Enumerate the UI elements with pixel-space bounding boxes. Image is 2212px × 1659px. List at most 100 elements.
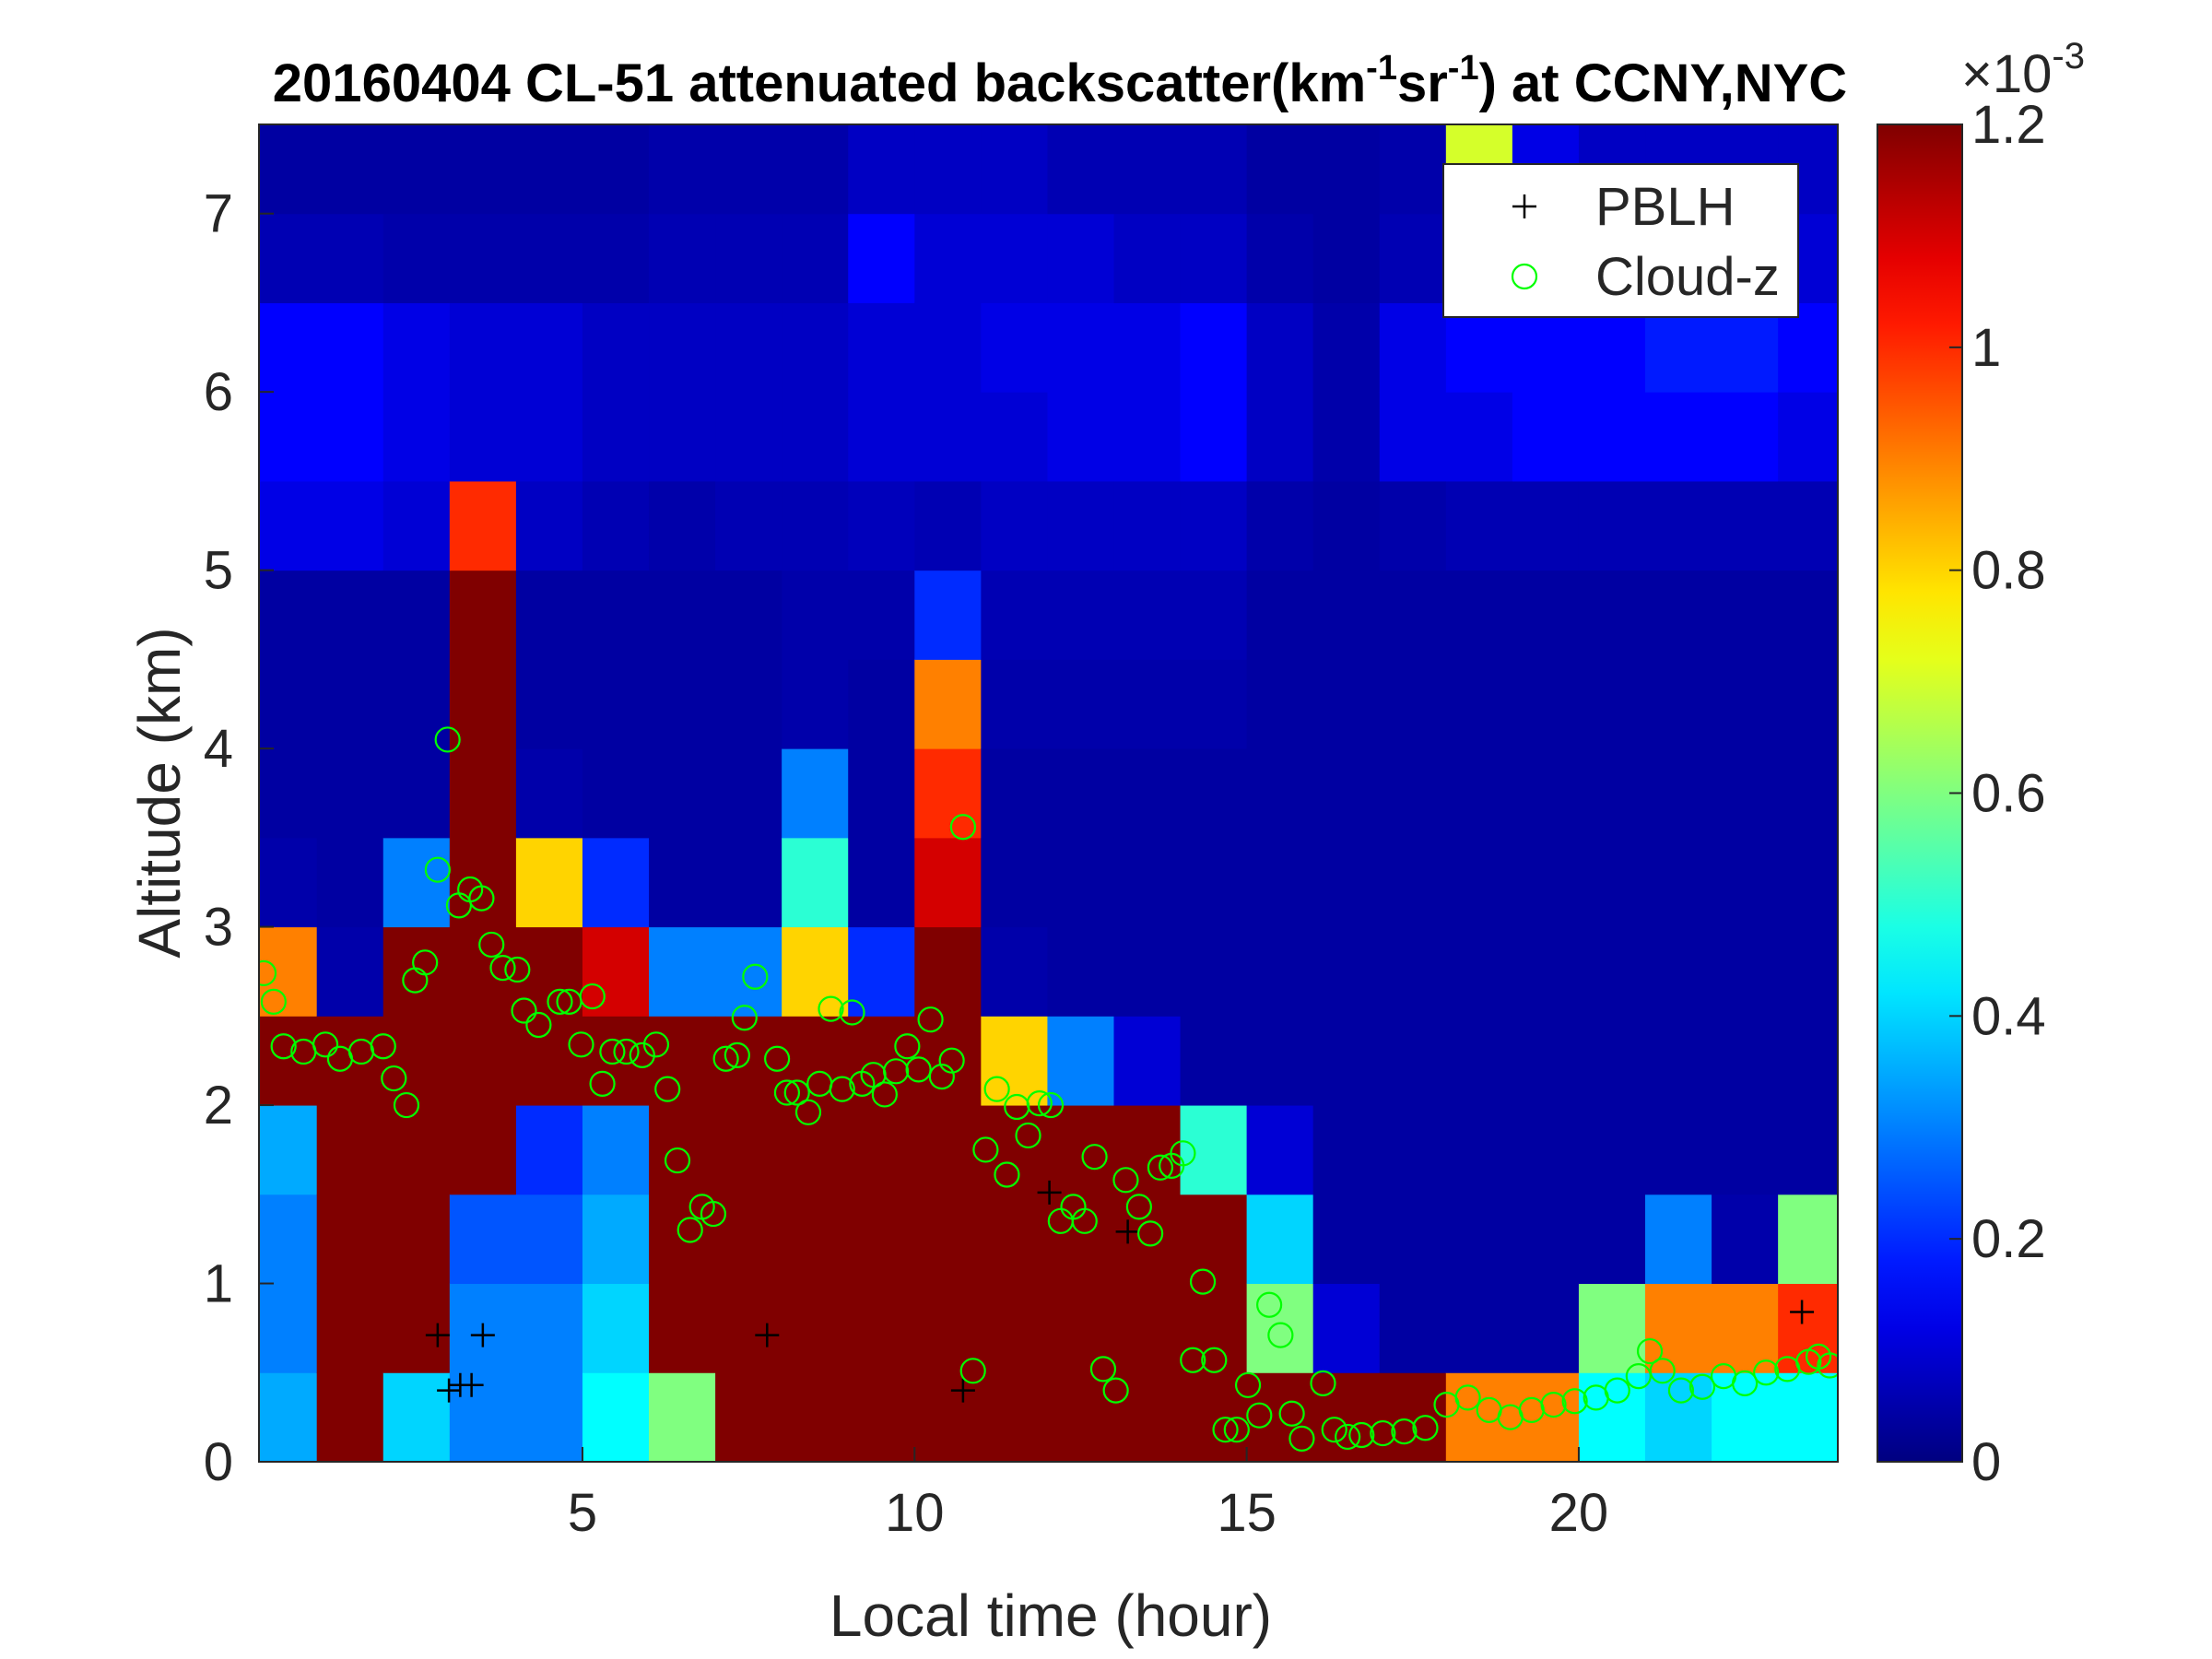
heat-cell bbox=[259, 213, 318, 303]
legend-marker bbox=[1512, 194, 1536, 218]
heat-cell bbox=[715, 1194, 782, 1285]
heat-cell bbox=[382, 480, 451, 571]
y-tick-label: 0 bbox=[204, 1432, 233, 1492]
cloud-marker bbox=[664, 1147, 691, 1174]
cloud-marker bbox=[742, 963, 769, 990]
pblh-marker bbox=[459, 1372, 484, 1397]
plus bbox=[755, 1323, 780, 1347]
legend-box bbox=[1442, 163, 1799, 318]
heat-cell bbox=[1312, 1283, 1381, 1373]
x-tick-label: 15 bbox=[1217, 1483, 1277, 1543]
cloud-marker bbox=[1015, 1122, 1041, 1149]
heat-cell bbox=[1778, 1372, 1838, 1462]
heat-cell bbox=[1246, 213, 1314, 303]
plot-frame bbox=[258, 124, 1839, 1463]
heat-cell bbox=[1180, 926, 1248, 1017]
heat-cell bbox=[782, 392, 849, 482]
heat-cell bbox=[1379, 748, 1447, 839]
heat-cell bbox=[316, 1105, 384, 1195]
heat-cell bbox=[1512, 748, 1580, 839]
heat-cell bbox=[515, 570, 583, 660]
plus bbox=[1790, 1300, 1815, 1324]
heat-cell bbox=[1379, 837, 1447, 928]
heat-cell bbox=[1312, 1016, 1381, 1106]
cloud-marker bbox=[1189, 1268, 1217, 1295]
heat-cell bbox=[515, 1194, 583, 1285]
heat-cell bbox=[1312, 480, 1381, 571]
title-superscript: -1 bbox=[1448, 49, 1479, 88]
heat-cell bbox=[715, 124, 782, 215]
heat-cell bbox=[715, 659, 782, 749]
colorbar-tick-label: 0.4 bbox=[1971, 986, 2046, 1046]
heat-cell bbox=[981, 837, 1048, 928]
heat-cell bbox=[515, 748, 583, 839]
cloud-marker bbox=[983, 1076, 1010, 1102]
heat-cell bbox=[582, 837, 650, 928]
heat-cell bbox=[1113, 926, 1182, 1017]
cloud-marker bbox=[1102, 1377, 1129, 1404]
cloud-marker bbox=[677, 1217, 703, 1243]
cloud-marker bbox=[1625, 1363, 1652, 1390]
heat-cell bbox=[582, 480, 650, 571]
heat-cell bbox=[449, 748, 517, 839]
heat-cell bbox=[848, 124, 915, 215]
heat-cell bbox=[848, 837, 915, 928]
heat-cell bbox=[1180, 1105, 1248, 1195]
heat-cell bbox=[715, 1372, 782, 1462]
heat-cell bbox=[582, 1194, 650, 1285]
cloud-marker bbox=[1667, 1377, 1695, 1404]
heat-cell bbox=[1778, 1105, 1838, 1195]
heat-cell bbox=[1778, 748, 1838, 839]
heat-cell bbox=[1645, 1372, 1712, 1462]
heat-cell bbox=[1578, 926, 1646, 1017]
heat-cell bbox=[1246, 1194, 1314, 1285]
heat-cell bbox=[1312, 1372, 1381, 1462]
heat-cell bbox=[1047, 748, 1114, 839]
heat-cell bbox=[316, 659, 384, 749]
cloud-marker bbox=[568, 1031, 594, 1058]
heatmap bbox=[259, 124, 1838, 1462]
cloud-marker bbox=[1370, 1419, 1396, 1447]
heat-cell bbox=[848, 748, 915, 839]
cloud-marker bbox=[773, 1079, 801, 1106]
cloud-marker bbox=[938, 1047, 965, 1074]
heat-cell bbox=[1379, 570, 1447, 660]
title-superscript: -1 bbox=[1366, 49, 1397, 88]
y-tick-label: 5 bbox=[204, 541, 233, 601]
cloud-marker bbox=[972, 1136, 999, 1163]
heat-cell bbox=[715, 480, 782, 571]
cloud-marker bbox=[1753, 1359, 1780, 1386]
heat-cell bbox=[848, 213, 915, 303]
heat-cell bbox=[1445, 480, 1513, 571]
colorbar-tick-label: 0.8 bbox=[1971, 541, 2046, 601]
cloud-marker bbox=[525, 1011, 552, 1039]
cloud-marker bbox=[1288, 1425, 1315, 1452]
heat-cell bbox=[1645, 837, 1712, 928]
heat-cell bbox=[715, 926, 782, 1017]
heat-cell bbox=[1578, 837, 1646, 928]
cloud-marker bbox=[871, 1081, 898, 1108]
heat-cell bbox=[981, 926, 1048, 1017]
heat-cell bbox=[782, 1105, 849, 1195]
cloud-marker bbox=[1732, 1370, 1759, 1396]
heat-cell bbox=[1312, 659, 1381, 749]
heat-cell bbox=[449, 480, 517, 571]
heat-cell bbox=[1113, 570, 1182, 660]
heat-cell bbox=[382, 302, 451, 393]
cloud-marker bbox=[642, 1031, 670, 1058]
heat-cell bbox=[1379, 1372, 1447, 1462]
heat-cell bbox=[316, 1283, 384, 1373]
heat-cell bbox=[1645, 392, 1712, 482]
heat-cell bbox=[1445, 659, 1513, 749]
heat-cell bbox=[1445, 926, 1513, 1017]
heat-cell bbox=[316, 480, 384, 571]
heat-cell bbox=[515, 1372, 583, 1462]
heat-cell bbox=[981, 659, 1048, 749]
cloud-marker bbox=[724, 1041, 750, 1068]
heat-cell bbox=[848, 1194, 915, 1285]
cloud-marker bbox=[783, 1079, 810, 1106]
cloud-marker bbox=[1412, 1415, 1439, 1441]
heat-cell bbox=[715, 302, 782, 393]
heat-cell bbox=[382, 124, 451, 215]
heat-cell bbox=[981, 748, 1048, 839]
